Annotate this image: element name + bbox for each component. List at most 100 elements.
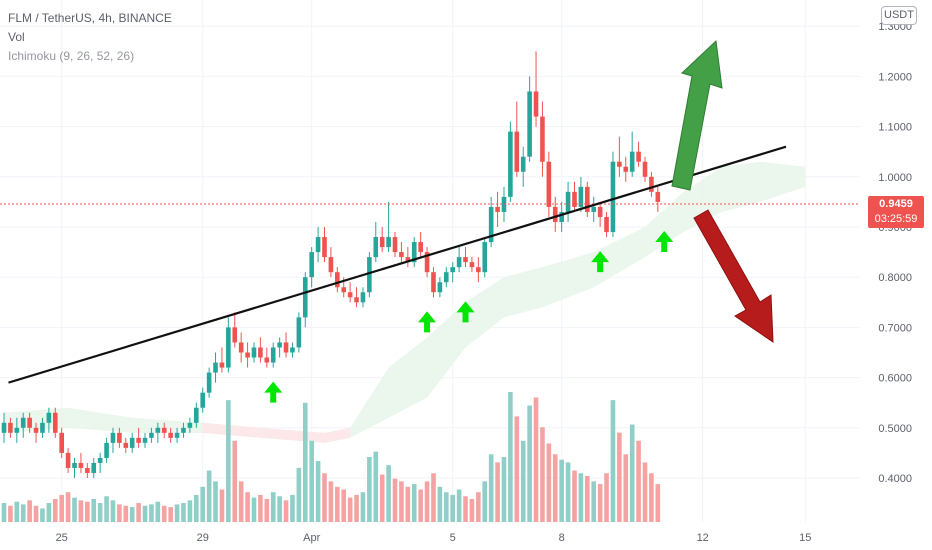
volume-bar [463,496,468,522]
volume-bar [437,486,443,522]
ichimoku-indicator-label[interactable]: Ichimoku (9, 26, 52, 26) [8,49,135,63]
volume-bar [1,503,7,522]
candle-body [213,362,218,373]
candle-body [565,191,571,212]
volume-bar [136,503,141,522]
price-tick-label: 1.1000 [878,122,912,134]
candle-body [277,342,282,348]
volume-bar [14,501,20,522]
volume-bar [322,473,327,522]
candle-body [200,392,206,408]
candle-body [72,462,77,468]
support-arrow-up [456,301,475,323]
candle-body [238,342,244,353]
volume-bar [572,470,577,522]
volume-bar [206,470,212,522]
volume-bar [540,427,545,522]
support-arrow-up [655,231,674,253]
candle-body [540,116,545,162]
price-tick-label: 0.5000 [878,423,912,435]
candle-body [142,437,148,443]
currency-button[interactable]: USDT [881,6,917,25]
candle-body [226,327,231,368]
trendline[interactable] [8,145,787,384]
volume-bar [508,392,513,522]
volume-bar [636,440,641,522]
volume-bar [20,504,26,522]
volume-bar [623,454,629,522]
candle-body [309,252,314,278]
volume-bar [450,494,455,522]
candle-body [181,427,186,433]
candlesticks [1,51,661,478]
volume-bar [649,473,654,522]
candle-body [59,432,64,453]
time-tick-label: 25 [56,532,68,544]
volume-bar [597,484,603,522]
candle-body [655,191,661,202]
time-axis[interactable]: 25 29 Apr 5 8 12 15 [56,532,812,544]
volume-bar [219,489,225,522]
volume-bar [386,465,391,522]
candle-body [347,292,353,298]
volume-bar [585,475,590,522]
candle-body [604,216,609,233]
candle-body [552,206,558,222]
candle-body [65,452,71,468]
candle-body [585,186,590,212]
candle-body [85,467,90,473]
volume-bar [514,416,520,522]
candle-body [533,91,539,117]
candle-body [379,237,385,248]
volume-bar [283,500,289,522]
volume-bar [520,440,526,522]
volume-bar [290,494,295,522]
volume-indicator-label[interactable]: Vol [8,30,25,44]
volume-bar [469,498,475,522]
volume-bar [97,503,103,522]
volume-bar [443,492,449,522]
candle-body [476,267,481,273]
volume-bar [392,478,398,522]
symbol-line[interactable]: FLM / TetherUS, 4h, BINANCE [8,11,172,25]
candle-body [572,191,577,207]
candle-body [91,462,97,473]
price-axis[interactable]: 0.40000.50000.60000.70000.80000.90001.00… [878,21,912,485]
candle-body [360,292,366,303]
volume-bar [488,454,494,522]
candle-body [514,131,520,172]
candle-body [168,432,173,438]
volume-bar [495,462,500,522]
volume-bar [110,500,116,522]
candle-body [20,417,26,428]
volume-bar [315,461,321,522]
candle-body [341,287,347,293]
candle-body [258,347,263,358]
candle-body [411,242,417,263]
volume-bar [129,507,135,522]
volume-bar [78,500,84,522]
volume-bar [591,481,597,522]
candle-body [110,432,116,443]
candle-body [251,347,257,358]
volume-bar [142,505,148,522]
candle-body [495,206,500,212]
candle-body [245,352,250,358]
candle-body [290,347,295,353]
candle-body [328,257,334,273]
bullish-arrow [671,39,723,191]
candle-body [219,362,225,368]
volume-bar [296,467,302,522]
candle-body [424,252,430,273]
volume-bar [533,397,539,522]
volume-bar [8,505,13,522]
candle-body [488,206,494,243]
volume-bar [367,457,372,522]
candle-body [469,262,475,268]
volume-bar [258,494,263,522]
candle-body [52,412,58,433]
volume-bar [617,432,622,522]
candle-body [431,272,436,293]
price-tick-label: 0.4000 [878,473,912,485]
